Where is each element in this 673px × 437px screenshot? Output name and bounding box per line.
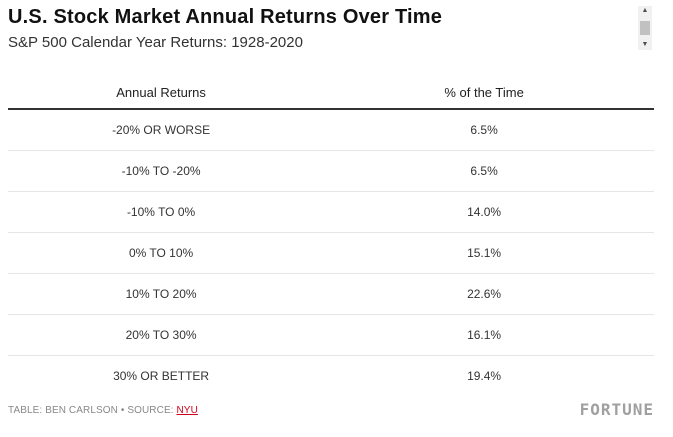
source-link[interactable]: NYU: [176, 405, 198, 416]
percent-of-time-cell: 22.6%: [314, 273, 654, 315]
fortune-logo: FORTUNE: [579, 400, 654, 419]
table-row: -10% TO 0% 14.0%: [8, 191, 654, 233]
footer-credit: TABLE: BEN CARLSON • SOURCE: NYU: [8, 405, 198, 416]
return-range-cell: 20% TO 30%: [8, 314, 315, 356]
table-header-row: Annual Returns % of the Time: [8, 76, 654, 110]
return-range-cell: -10% TO -20%: [8, 150, 315, 192]
credit-text: TABLE: BEN CARLSON • SOURCE:: [8, 405, 177, 416]
arrow-up-icon[interactable]: ▲: [641, 7, 649, 14]
table-row: 0% TO 10% 15.1%: [8, 232, 654, 274]
percent-of-time-cell: 15.1%: [314, 232, 654, 274]
chart-title: U.S. Stock Market Annual Returns Over Ti…: [8, 6, 443, 28]
scrollbar[interactable]: ▲ ▼: [638, 6, 652, 50]
column-header-annual-returns: Annual Returns: [8, 76, 315, 110]
percent-of-time-cell: 19.4%: [467, 369, 502, 383]
table-row: -10% TO -20% 6.5%: [8, 150, 654, 192]
percent-of-time-cell: 16.1%: [314, 314, 654, 356]
returns-table: Annual Returns % of the Time -20% OR WOR…: [8, 76, 654, 396]
return-range-cell: -20% OR WORSE: [8, 109, 315, 151]
table-row: 20% TO 30% 16.1%: [8, 314, 654, 356]
return-range-cell: 0% TO 10%: [8, 232, 315, 274]
percent-of-time-cell: 6.5%: [314, 150, 654, 192]
column-header-percent-of-time: % of the Time: [314, 76, 654, 110]
table-row: 10% TO 20% 22.6%: [8, 273, 654, 315]
table-row: -20% OR WORSE 6.5%: [8, 109, 654, 151]
table-row: 30% OR BETTER 19.4%: [8, 356, 654, 397]
scrollbar-thumb[interactable]: [640, 21, 650, 35]
chart-subtitle: S&P 500 Calendar Year Returns: 1928-2020: [8, 34, 303, 51]
return-range-cell: 10% TO 20%: [8, 273, 315, 315]
percent-of-time-cell: 6.5%: [314, 109, 654, 151]
return-range-cell: 30% OR BETTER: [113, 369, 210, 383]
arrow-down-icon[interactable]: ▼: [641, 41, 649, 48]
percent-of-time-cell: 14.0%: [314, 191, 654, 233]
return-range-cell: -10% TO 0%: [8, 191, 315, 233]
